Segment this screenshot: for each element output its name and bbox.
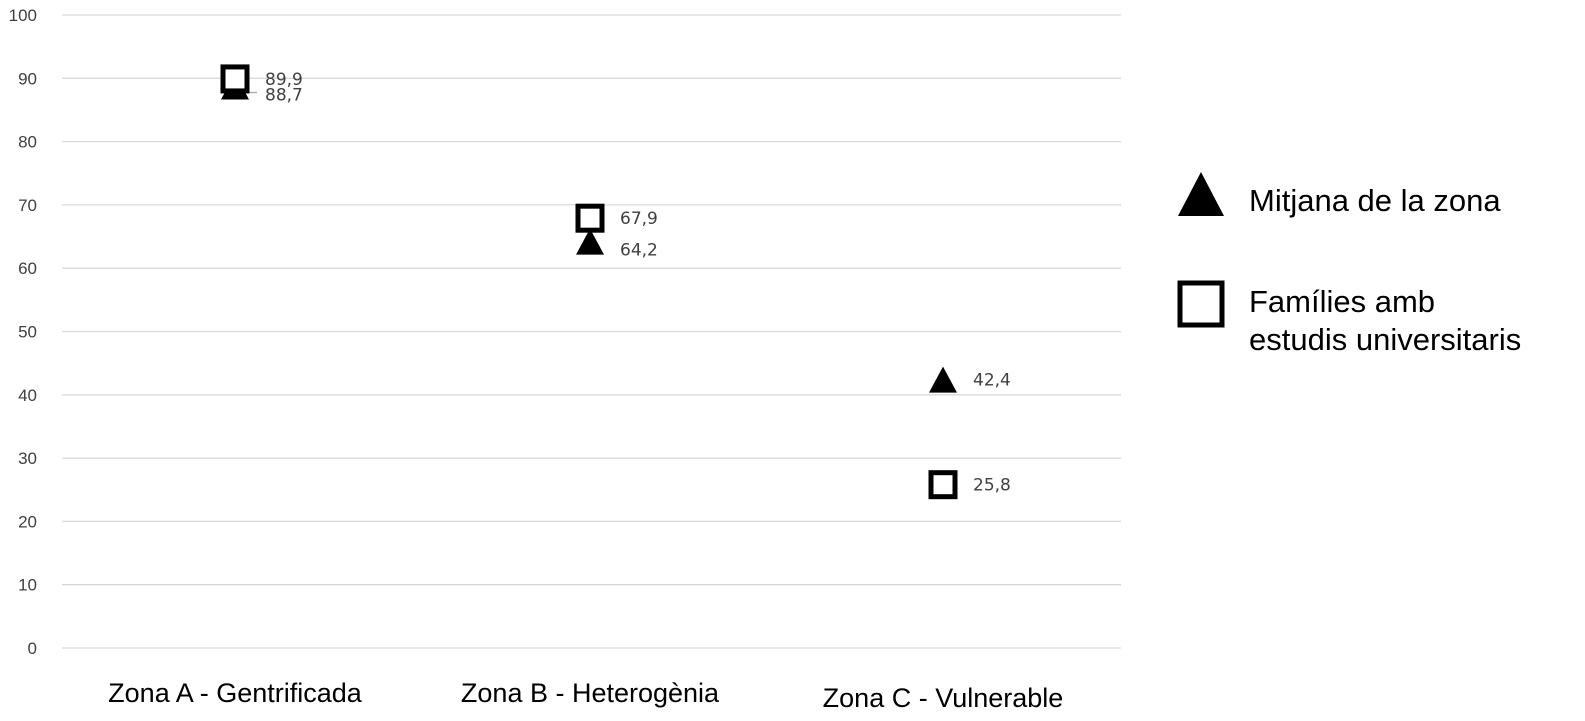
point-families: [928, 470, 958, 500]
legend-label-mitjana: Mitjana de la zona: [1249, 183, 1501, 218]
x-category-label: Zona B - Heterogènia: [461, 678, 720, 708]
y-tick-label: 20: [18, 512, 37, 531]
legend-label-families-line2: estudis universitaris: [1249, 322, 1521, 357]
legend-triangle-icon: [1178, 172, 1224, 216]
data-label-families: 89,9: [265, 70, 303, 90]
grid: [62, 14, 1121, 649]
point-families: [220, 64, 250, 94]
x-category-label: Zona A - Gentrificada: [108, 678, 363, 708]
point-families: [575, 203, 605, 233]
y-axis-ticks: 0 10 20 30 40 50 60 70 80 90 100: [9, 6, 37, 658]
data-label-mitjana: 64,2: [620, 241, 658, 261]
x-category-label: Zona C - Vulnerable: [823, 683, 1064, 713]
data-label-families: 25,8: [973, 476, 1011, 496]
y-tick-label: 60: [18, 259, 37, 278]
data-label-mitjana: 42,4: [973, 371, 1011, 391]
data-points: 89,9 67,9 25,8 88,7 64,2 42,4: [220, 64, 1011, 500]
x-axis-categories: Zona A - Gentrificada Zona B - Heterogèni…: [108, 678, 1063, 713]
data-label-mitjana: 88,7: [265, 86, 303, 106]
y-tick-label: 0: [28, 639, 37, 658]
point-mitjana: [576, 228, 604, 255]
legend-label-families-line1: Famílies amb: [1249, 284, 1435, 319]
y-tick-label: 40: [18, 386, 37, 405]
y-tick-label: 70: [18, 196, 37, 215]
data-label-families: 67,9: [620, 209, 658, 229]
y-tick-label: 100: [9, 6, 37, 25]
point-mitjana: [929, 366, 957, 393]
y-tick-label: 50: [18, 323, 37, 342]
legend-square-icon: [1177, 280, 1225, 328]
y-tick-label: 90: [18, 69, 37, 88]
y-tick-label: 10: [18, 576, 37, 595]
y-tick-label: 30: [18, 449, 37, 468]
y-tick-label: 80: [18, 133, 37, 152]
